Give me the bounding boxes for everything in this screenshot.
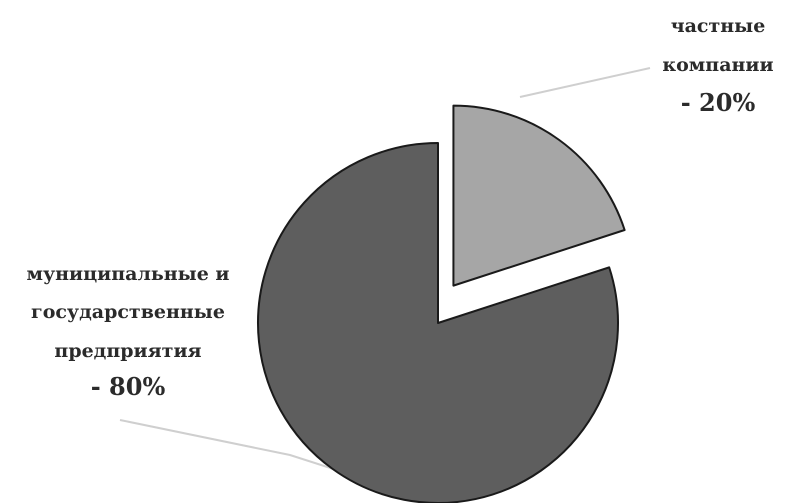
label-private-line-2: компании — [662, 54, 773, 76]
label-private-value: - 20% — [681, 88, 756, 117]
label-municipal-line-1: муниципальные и — [26, 263, 229, 285]
label-municipal-line-3: предприятия — [54, 340, 201, 362]
label-municipal: муниципальные и государственные предприя… — [26, 263, 229, 401]
label-private-line-1: частные — [671, 15, 766, 37]
slice-private — [452, 104, 626, 287]
leader-line-private — [519, 67, 651, 98]
slice-municipal — [257, 142, 619, 503]
label-private: частные компании - 20% — [662, 15, 773, 117]
label-municipal-value: - 80% — [91, 372, 166, 401]
label-municipal-line-2: государственные — [31, 301, 225, 323]
pie-slices — [257, 104, 626, 503]
